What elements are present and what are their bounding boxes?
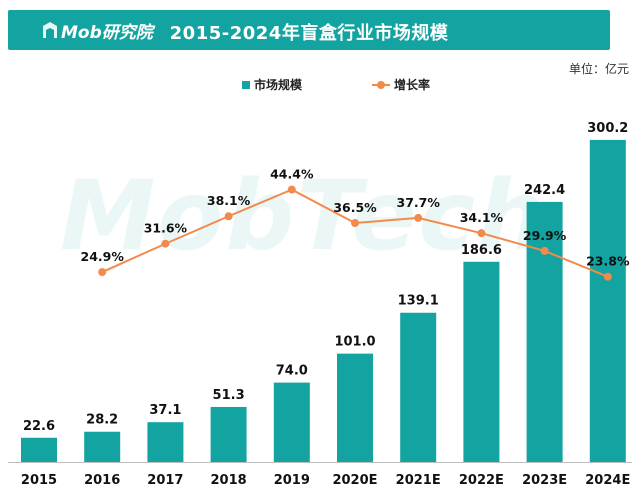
growth-rate-point (287, 185, 296, 194)
x-tick-label: 2017 (147, 473, 183, 488)
bar-value-label: 28.2 (86, 413, 118, 428)
growth-rate-label: 29.9% (523, 228, 567, 243)
growth-rate-label: 24.9% (81, 249, 125, 264)
legend-line-swatch (372, 80, 391, 90)
bar-value-label: 22.6 (23, 419, 55, 434)
legend: 市场规模 增长率 (242, 76, 500, 93)
bar (463, 261, 500, 462)
bar-value-label: 139.1 (398, 294, 439, 309)
bar (273, 382, 310, 462)
logo-icon (43, 22, 57, 38)
bar (589, 139, 626, 462)
legend-bar-label: 市场规模 (254, 78, 303, 92)
legend-line-label: 增长率 (394, 78, 431, 92)
x-tick-label: 2024E (585, 473, 630, 488)
x-tick-label: 2023E (522, 473, 567, 488)
bar-value-label: 242.4 (524, 183, 565, 198)
growth-rate-label: 44.4% (270, 167, 314, 182)
bar (210, 406, 247, 462)
growth-rate-label: 34.1% (460, 210, 504, 225)
x-tick-label: 2021E (396, 473, 441, 488)
unit-label: 单位：亿元 (568, 62, 629, 76)
logo-text: Mob研究院 (61, 22, 153, 43)
brand-logo: Mob研究院 (42, 19, 153, 43)
x-tick-label: 2020E (332, 473, 377, 488)
growth-rate-point (98, 268, 107, 277)
growth-rate-label: 23.8% (586, 254, 630, 269)
bar (337, 353, 373, 462)
growth-rate-label: 31.6% (144, 221, 188, 236)
bar-value-label: 101.0 (334, 335, 375, 350)
x-tick-label: 2016 (84, 473, 120, 488)
growth-rate-label: 36.5% (333, 200, 377, 215)
growth-rate-point (477, 229, 486, 238)
x-tick-label: 2022E (459, 473, 504, 488)
growth-rate-point (161, 239, 170, 248)
legend-bar-swatch (242, 80, 250, 89)
title-banner: Mob研究院 2015-2024年盲盒行业市场规模 (8, 10, 610, 50)
legend-item-bar: 市场规模 (242, 76, 302, 93)
chart-title: 2015-2024年盲盒行业市场规模 (169, 23, 449, 44)
legend-item-line: 增长率 (372, 76, 430, 93)
x-tick-label: 2018 (211, 473, 247, 488)
x-tick-label: 2019 (274, 473, 310, 488)
bar (400, 312, 437, 462)
growth-rate-point (540, 246, 549, 255)
x-tick-label: 2015 (21, 473, 57, 488)
bar (21, 437, 57, 462)
growth-rate-point (414, 213, 423, 222)
bar (84, 431, 121, 462)
growth-rate-point (224, 212, 233, 221)
bar-value-label: 51.3 (213, 388, 245, 403)
bar-value-label: 37.1 (149, 403, 181, 418)
growth-rate-point (603, 272, 612, 281)
bar-value-label: 186.6 (461, 243, 502, 258)
bar (147, 422, 184, 462)
growth-rate-point (351, 219, 359, 228)
growth-rate-label: 37.7% (397, 195, 441, 210)
growth-rate-label: 38.1% (207, 193, 251, 208)
bar-value-label: 300.2 (587, 121, 628, 136)
bar-value-label: 74.0 (276, 364, 308, 379)
bar (526, 201, 563, 463)
